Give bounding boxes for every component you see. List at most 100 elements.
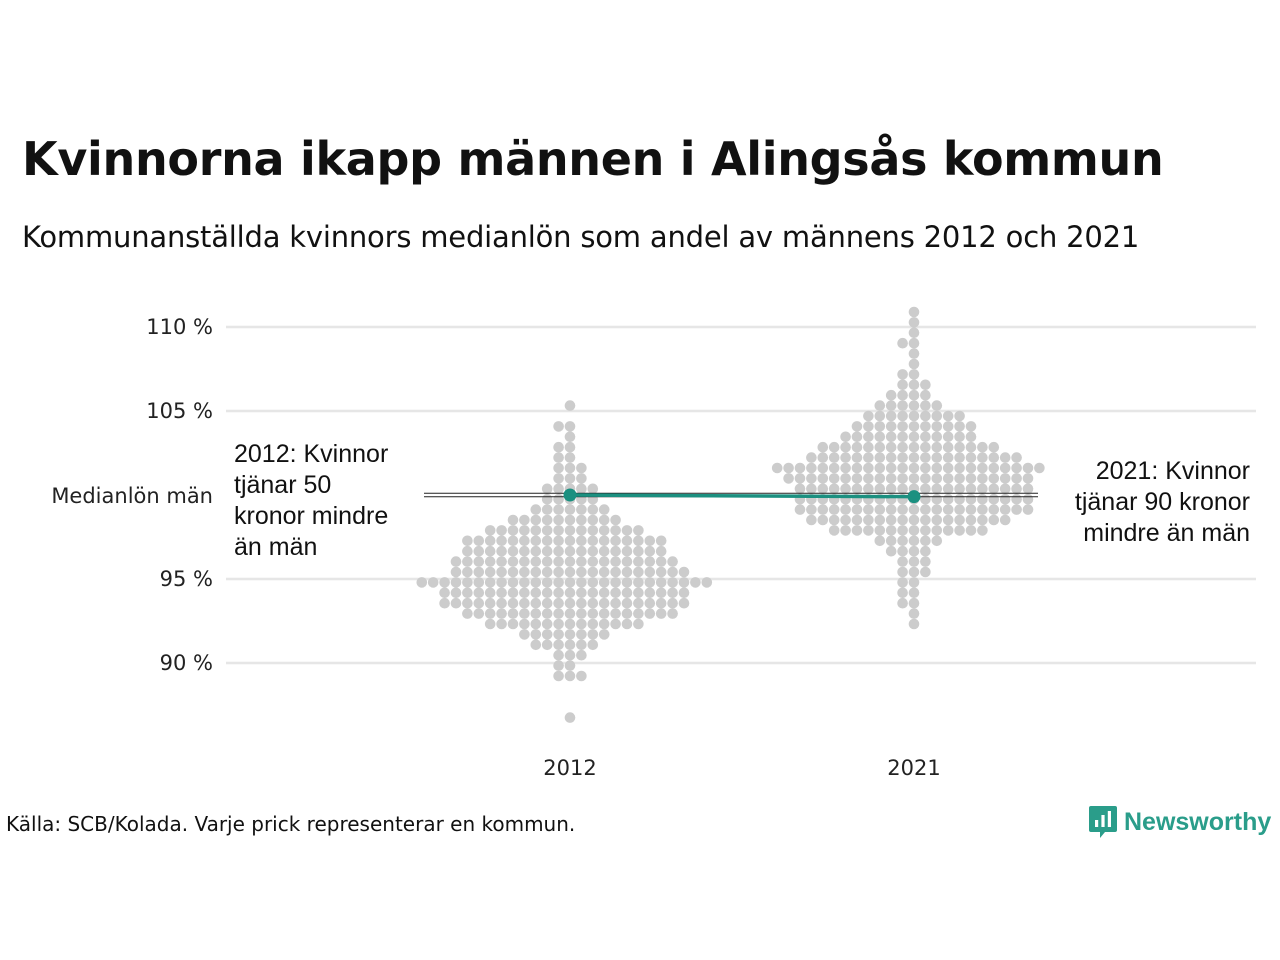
municipality-dot bbox=[553, 473, 564, 484]
municipality-dot bbox=[965, 431, 977, 443]
municipality-dot bbox=[988, 462, 1000, 474]
municipality-dot bbox=[806, 514, 817, 526]
municipality-dot bbox=[541, 566, 553, 578]
municipality-dot bbox=[484, 545, 496, 557]
municipality-dot bbox=[897, 473, 908, 484]
municipality-dot bbox=[863, 483, 874, 495]
municipality-dot bbox=[920, 545, 931, 557]
municipality-dot bbox=[840, 473, 851, 484]
municipality-dot bbox=[999, 473, 1011, 484]
annotation-line: mindre än män bbox=[1083, 519, 1250, 547]
municipality-dot bbox=[794, 473, 806, 484]
municipality-dot bbox=[897, 577, 908, 588]
municipality-dot bbox=[988, 473, 1000, 484]
municipality-dot bbox=[564, 431, 576, 443]
municipality-dot bbox=[587, 577, 599, 588]
municipality-dot bbox=[655, 587, 667, 599]
municipality-dot bbox=[999, 514, 1011, 526]
municipality-dot bbox=[977, 441, 988, 453]
municipality-dot bbox=[576, 639, 587, 651]
municipality-dot bbox=[863, 525, 874, 536]
municipality-dot bbox=[920, 514, 931, 526]
municipality-dot bbox=[908, 504, 920, 515]
municipality-dot bbox=[885, 525, 897, 536]
municipality-dot bbox=[553, 525, 564, 536]
municipality-dot bbox=[678, 566, 690, 578]
municipality-dot bbox=[507, 514, 519, 526]
municipality-dot bbox=[908, 317, 920, 328]
municipality-dot bbox=[462, 535, 473, 547]
municipality-dot bbox=[530, 566, 542, 578]
municipality-dot bbox=[1034, 462, 1045, 474]
municipality-dot bbox=[851, 431, 863, 443]
municipality-dot bbox=[942, 493, 954, 505]
municipality-dot bbox=[644, 587, 656, 599]
municipality-dot bbox=[519, 556, 530, 567]
municipality-dot bbox=[977, 504, 988, 515]
municipality-dot bbox=[851, 421, 863, 432]
municipality-dot bbox=[553, 441, 564, 453]
municipality-dot bbox=[840, 452, 851, 463]
municipality-dot bbox=[598, 535, 610, 547]
municipality-dot bbox=[598, 545, 610, 557]
municipality-dot bbox=[897, 441, 908, 453]
municipality-dot bbox=[908, 400, 920, 411]
municipality-dot bbox=[553, 649, 564, 661]
municipality-dot bbox=[564, 566, 576, 578]
municipality-dot bbox=[564, 712, 576, 723]
municipality-dot bbox=[885, 514, 897, 526]
municipality-dot bbox=[977, 473, 988, 484]
municipality-dot bbox=[885, 421, 897, 432]
municipality-dot bbox=[1011, 504, 1022, 515]
municipality-dot bbox=[564, 545, 576, 557]
municipality-dot bbox=[942, 483, 954, 495]
municipality-dot bbox=[851, 462, 863, 474]
municipality-dot bbox=[587, 597, 599, 609]
municipality-dot bbox=[874, 452, 886, 463]
municipality-dot bbox=[655, 577, 667, 588]
municipality-dot bbox=[851, 514, 863, 526]
municipality-dot bbox=[530, 597, 542, 609]
municipality-dot bbox=[885, 452, 897, 463]
municipality-dot bbox=[530, 504, 542, 515]
municipality-dot bbox=[633, 608, 644, 619]
municipality-dot bbox=[621, 618, 633, 630]
municipality-dot bbox=[553, 504, 564, 515]
municipality-dot bbox=[908, 441, 920, 453]
municipality-dot bbox=[633, 525, 644, 536]
municipality-dot bbox=[977, 525, 988, 536]
municipality-dot bbox=[541, 504, 553, 515]
municipality-dot bbox=[553, 639, 564, 651]
municipality-dot bbox=[908, 587, 920, 599]
y-tick-label: 90 % bbox=[160, 651, 213, 675]
municipality-dot bbox=[564, 535, 576, 547]
municipality-dot bbox=[897, 410, 908, 422]
municipality-dot bbox=[828, 441, 840, 453]
municipality-dot bbox=[553, 421, 564, 432]
municipality-dot bbox=[655, 608, 667, 619]
municipality-dot bbox=[897, 525, 908, 536]
municipality-dot bbox=[920, 535, 931, 547]
municipality-dot bbox=[564, 670, 576, 682]
municipality-dot bbox=[633, 587, 644, 599]
municipality-dot bbox=[610, 587, 621, 599]
municipality-dot bbox=[553, 618, 564, 630]
municipality-dot bbox=[897, 504, 908, 515]
municipality-dot bbox=[587, 556, 599, 567]
municipality-dot bbox=[541, 639, 553, 651]
municipality-dot bbox=[1011, 483, 1022, 495]
municipality-dot bbox=[621, 597, 633, 609]
municipality-dot bbox=[587, 483, 599, 495]
municipality-dot bbox=[840, 514, 851, 526]
municipality-dot bbox=[450, 566, 462, 578]
municipality-dot bbox=[553, 535, 564, 547]
municipality-dot bbox=[530, 608, 542, 619]
municipality-dot bbox=[473, 556, 485, 567]
municipality-dot bbox=[920, 493, 931, 505]
municipality-dot bbox=[530, 514, 542, 526]
municipality-dot bbox=[794, 462, 806, 474]
municipality-dot bbox=[519, 566, 530, 578]
municipality-dot bbox=[564, 525, 576, 536]
municipality-dot bbox=[840, 483, 851, 495]
municipality-dot bbox=[496, 587, 507, 599]
